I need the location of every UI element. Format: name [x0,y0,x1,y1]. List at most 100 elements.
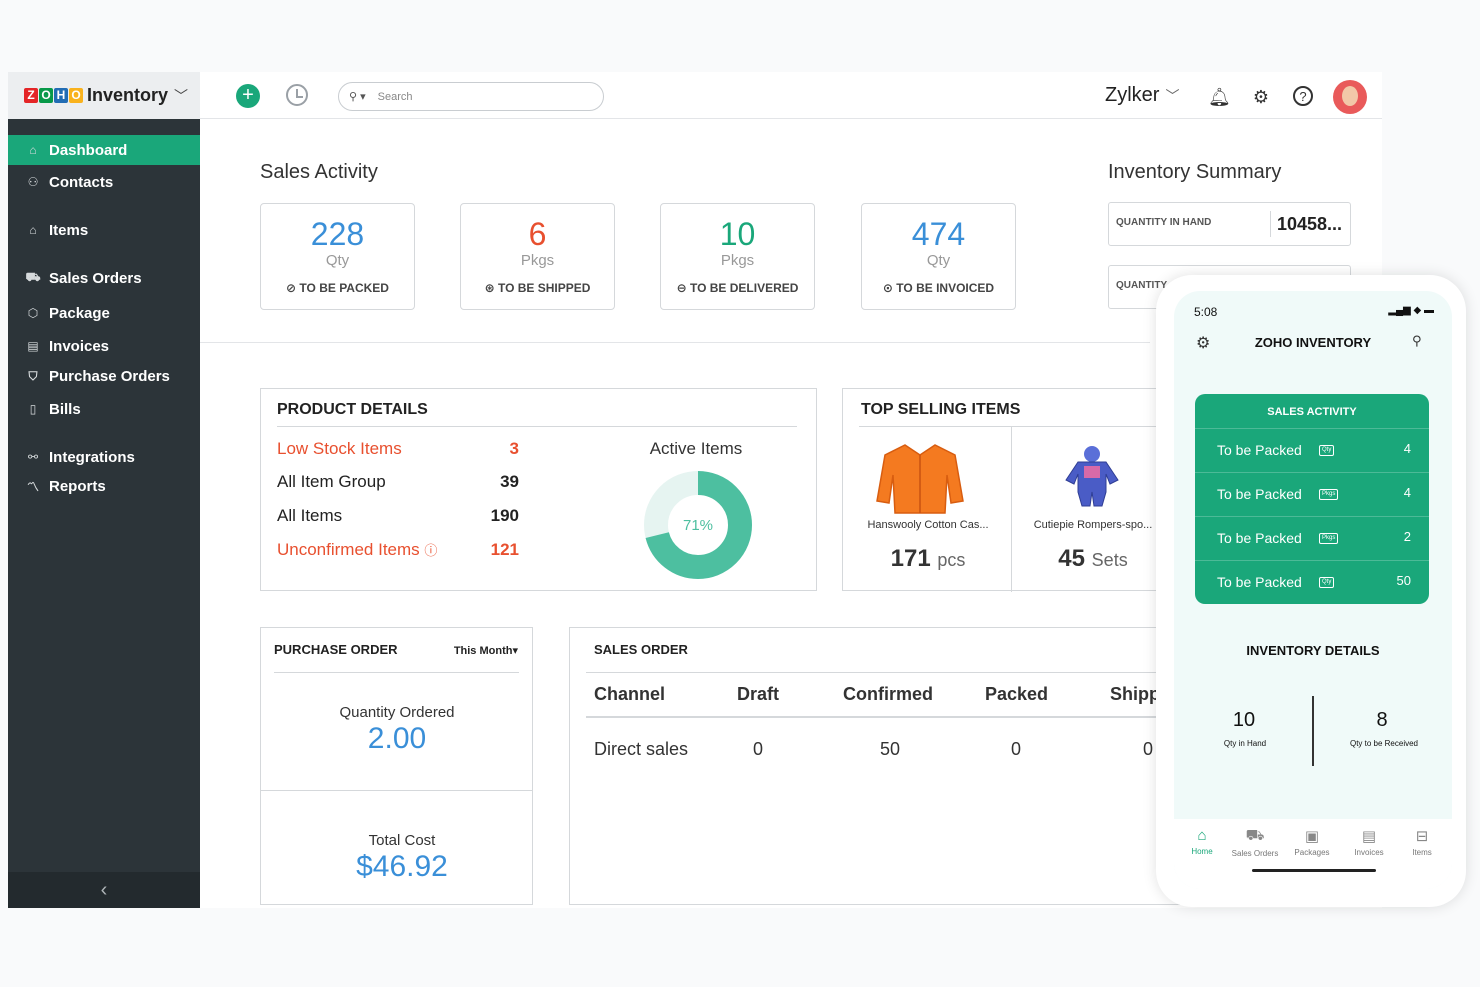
sales-activity-title: Sales Activity [260,161,378,183]
row-label: To be Packed [1217,442,1302,458]
stat-unit: Pkgs [720,252,755,269]
brand-switcher[interactable]: Z O H O Inventory ﹀ [8,72,200,119]
tab-sales-orders[interactable]: ⛟ Sales Orders [1229,827,1281,858]
sidebar-item-contacts[interactable]: ⚇ Contacts [8,167,200,197]
user-icon: ⚇ [27,175,39,189]
tab-label: Home [1191,847,1213,856]
table-cell: 0 [753,739,764,759]
purchase-order-title: PURCHASE ORDER [274,642,398,657]
search-icon[interactable]: ⚲ [1412,333,1422,348]
row-label: All Item Group [277,472,386,491]
inventory-label: QUANTITY IN HAND [1116,217,1212,228]
home-icon: ⌂ [1197,827,1207,844]
sales-order-panel: SALES ORDER [569,627,1189,905]
active-items-title: Active Items [649,439,743,458]
signal-icon: ▂▄▆ [1388,305,1411,316]
row-value: 4 [1403,485,1411,500]
mobile-device: 5:08 ▂▄▆ ◆ ▬ ⚙ ZOHO INVENTORY ⚲ SALES AC… [1156,275,1466,907]
row-label: To be Packed [1217,574,1302,590]
stat-value: 6 [528,216,547,252]
qty-to-receive-value: 8 [1376,709,1388,731]
sidebar-item-invoices[interactable]: ▤ Invoices [8,331,200,361]
search-placeholder: Search [377,90,413,103]
org-switcher[interactable]: Zylker ﹀ [1105,84,1179,107]
quick-create-button[interactable]: + [236,84,260,108]
logo-letter: H [54,88,68,103]
tab-label: Invoices [1354,848,1384,857]
tab-home[interactable]: ⌂ Home [1176,827,1228,856]
collapse-sidebar-button[interactable]: ‹ [8,872,200,908]
sidebar-item-label: Contacts [49,173,114,191]
donut-percent-label: 71% [683,517,713,534]
sidebar-item-dashboard[interactable]: ⌂ Dashboard [8,135,200,165]
tab-packages[interactable]: ▣ Packages [1286,827,1338,857]
chevron-left-icon: ‹ [100,879,108,901]
tab-invoices[interactable]: ▤ Invoices [1343,827,1395,857]
sidebar-item-reports[interactable]: 〽 Reports [8,471,200,501]
cart-icon: ⛟ [1245,827,1265,844]
sidebar-item-purchase-orders[interactable]: ⛉ Purchase Orders [8,361,200,391]
sales-activity-row[interactable]: To be Packed Qty 4 [1195,428,1429,472]
stat-card-to-be-delivered[interactable]: 10 Pkgs ⊖ TO BE DELIVERED [660,203,815,310]
table-cell: 50 [880,739,901,759]
sidebar-item-label: Dashboard [49,141,128,159]
help-icon[interactable]: ? [1293,86,1313,106]
stat-card-to-be-invoiced[interactable]: 474 Qty ⊙ TO BE INVOICED [861,203,1016,310]
row-label: All Items [277,506,343,525]
sidebar-item-bills[interactable]: ▯ Bills [8,394,200,424]
column-header: Confirmed [843,684,933,704]
period-dropdown[interactable]: This Month▾ [454,644,518,657]
low-stock-row[interactable]: Low Stock Items 3 [277,439,519,459]
item-group-row[interactable]: All Item Group 39 [277,472,519,492]
all-items-row[interactable]: All Items 190 [277,506,519,526]
sales-activity-row[interactable]: To be Packed Qty 50 [1195,560,1429,604]
inventory-divider [1312,696,1314,766]
gear-icon[interactable]: ⚙ [1196,335,1211,352]
bill-icon: ▯ [29,402,37,416]
mobile-screen: 5:08 ▂▄▆ ◆ ▬ ⚙ ZOHO INVENTORY ⚲ SALES AC… [1174,291,1452,889]
search-input[interactable]: ⚲ ▾ Search [338,82,604,111]
unconfirmed-items-row[interactable]: Unconfirmed Items ⓘ 121 [277,540,519,560]
status-circle-icon: ⊙ [882,281,893,295]
row-label: Low Stock Items [277,439,402,458]
caret-down-icon: ▾ [512,645,518,657]
sales-order-title: SALES ORDER [594,642,688,657]
sidebar-item-sales-orders[interactable]: ⛟ Sales Orders [8,263,200,293]
tab-items[interactable]: ⊟ Items [1396,827,1448,857]
bell-icon[interactable]: 🔔︎ [1208,87,1231,107]
sidebar-item-label: Integrations [49,448,135,466]
stat-card-to-be-packed[interactable]: 228 Qty ⊘ TO BE PACKED [260,203,415,310]
inventory-summary-title: Inventory Summary [1108,161,1282,183]
product-details-panel: PRODUCT DETAILS Low Stock Items 3 All Ite… [260,388,817,591]
sales-activity-row[interactable]: To be Packed Pkgs 2 [1195,516,1429,560]
top-item-name[interactable]: Cutiepie Rompers-spo... [1033,519,1153,531]
top-item-qty: 45 Sets [1018,545,1168,573]
row-label: To be Packed [1217,486,1302,502]
sidebar-item-package[interactable]: ⬡ Package [8,298,200,328]
gear-icon[interactable]: ⚙ [1252,87,1270,107]
top-item-name[interactable]: Hanswooly Cotton Cas... [867,519,989,531]
stat-card-to-be-shipped[interactable]: 6 Pkgs ⊛ TO BE SHIPPED [460,203,615,310]
sidebar-item-items[interactable]: ⌂ Items [8,215,200,245]
history-icon[interactable] [286,84,308,106]
qty-in-hand-label: Qty in Hand [1223,739,1267,748]
sidebar-item-integrations[interactable]: ⚯ Integrations [8,442,200,472]
app-window: Z O H O Inventory ﹀ + ⚲ ▾ Search Zylker ﹀… [8,72,1382,908]
inventory-label: QUANTITY [1116,280,1168,291]
avatar[interactable] [1333,80,1367,114]
stat-unit: Pkgs [520,252,555,269]
row-label: Unconfirmed Items [277,540,420,559]
sidebar-item-label: Invoices [49,337,110,355]
stat-value: 474 [911,216,966,252]
row-value: 4 [1403,441,1411,456]
package-icon: ⬡ [27,306,39,320]
row-value: 39 [500,472,519,491]
mobile-app-title: ZOHO INVENTORY [1254,335,1372,350]
sidebar: ⌂ Dashboard ⚇ Contacts ⌂ Items ⛟ Sales Order… [8,119,200,908]
donut-arc [644,471,752,579]
table-cell: 0 [1011,739,1022,759]
brand-name: Inventory [87,85,169,105]
column-header: Shipp [1110,684,1160,704]
sales-activity-row[interactable]: To be Packed Pkgs 4 [1195,472,1429,516]
sidebar-item-label: Package [49,304,110,322]
